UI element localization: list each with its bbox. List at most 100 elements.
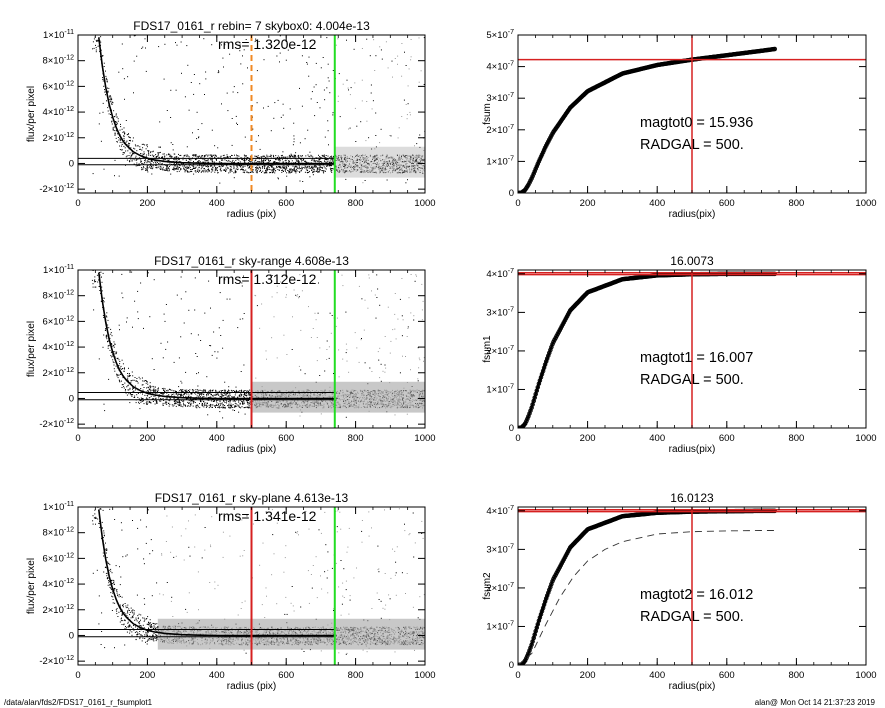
x-axis-label: radius (pix) [227, 681, 276, 692]
x-tick-label: 800 [348, 433, 364, 444]
x-tick-label: 0 [515, 670, 520, 681]
y-axis-label: flux/per pixel [26, 321, 37, 377]
y-axis-label: flux/per pixel [26, 558, 37, 614]
y-tick-label: 0 [509, 423, 514, 434]
x-tick-label: 1000 [855, 433, 876, 444]
radgal-annotation: RADGAL = 500. [640, 609, 744, 625]
y-tick-label: 5×10-7 [486, 29, 514, 41]
chart-title: FDS17_0161_r sky-range 4.608e-13 [154, 254, 349, 268]
x-tick-label: 1000 [855, 198, 876, 209]
y-tick-label: 8×10-12 [42, 55, 74, 67]
footer-file-path: /data/alan/fds2/FDS17_0161_r_fsumplot1 [4, 698, 153, 707]
x-axis-label: radius(pix) [669, 681, 716, 692]
x-tick-label: 600 [278, 198, 294, 209]
growth-dashed-line [518, 530, 776, 665]
y-tick-label: 4×10-12 [42, 106, 74, 118]
y-tick-label: 4×10-12 [42, 578, 74, 590]
y-tick-label: 0 [69, 158, 74, 169]
x-tick-label: 600 [278, 670, 294, 681]
rms-annotation: rms= 1.312e-12 [218, 271, 317, 287]
sky-noise-band [157, 618, 425, 650]
x-tick-label: 0 [75, 433, 80, 444]
x-tick-label: 400 [649, 198, 665, 209]
y-tick-label: 0 [509, 188, 514, 199]
y-tick-label: 6×10-12 [42, 80, 74, 92]
y-tick-label: 1×10-7 [486, 620, 514, 632]
x-tick-label: 800 [788, 433, 804, 444]
y-tick-label: 3×10-7 [486, 543, 514, 555]
x-tick-label: 400 [209, 670, 225, 681]
chart-title: FDS17_0161_r rebin= 7 skybox0: 4.004e-13 [133, 19, 370, 33]
x-tick-label: 600 [719, 670, 735, 681]
x-tick-label: 1000 [855, 670, 876, 681]
y-tick-label: 6×10-12 [42, 315, 74, 327]
y-tick-label: 1×10-11 [43, 29, 74, 41]
y-tick-label: 1×10-7 [486, 383, 514, 395]
x-axis-label: radius (pix) [227, 209, 276, 220]
y-tick-label: 2×10-7 [486, 124, 514, 136]
x-tick-label: 200 [580, 670, 596, 681]
y-tick-label: 1×10-11 [43, 264, 74, 276]
y-tick-label: 4×10-12 [42, 341, 74, 353]
plot-area [78, 507, 425, 665]
rms-annotation: rms= 1.320e-12 [218, 36, 317, 52]
y-axis-label: fsum2 [482, 572, 493, 600]
y-tick-label: 1×10-11 [43, 501, 74, 513]
x-tick-label: 0 [515, 433, 520, 444]
x-tick-label: 200 [580, 198, 596, 209]
magtot-annotation: magtot0 = 15.936 [640, 115, 753, 131]
x-axis-label: radius (pix) [227, 444, 276, 455]
chart-title: 16.0073 [670, 254, 714, 268]
x-tick-label: 1000 [414, 433, 435, 444]
x-axis-label: radius(pix) [669, 209, 716, 220]
y-tick-label: 8×10-12 [42, 527, 74, 539]
y-axis-label: flux/per pixel [26, 86, 37, 142]
radgal-annotation: RADGAL = 500. [640, 137, 744, 153]
panel-growth-3: 0 200 400 600 800 1000 0 1×10-7 2×10-7 3×10-7 4×10… [482, 491, 877, 692]
profile-line [98, 509, 335, 637]
y-tick-label: 3×10-7 [486, 306, 514, 318]
chart-title: 16.0123 [670, 491, 714, 505]
profile-line [98, 37, 335, 165]
y-tick-label: 2×10-12 [42, 367, 74, 379]
plot-area [78, 35, 425, 193]
y-tick-label: 2×10-12 [42, 132, 74, 144]
x-axis-label: radius(pix) [669, 444, 716, 455]
x-tick-label: 400 [649, 670, 665, 681]
y-tick-label: -2×10-12 [39, 418, 74, 430]
x-tick-label: 200 [580, 433, 596, 444]
y-tick-label: 8×10-12 [42, 290, 74, 302]
y-tick-label: 0 [69, 393, 74, 404]
x-tick-label: 1000 [414, 198, 435, 209]
magtot-annotation: magtot1 = 16.007 [640, 350, 753, 366]
y-axis-label: fsum1 [482, 335, 493, 363]
x-tick-label: 600 [719, 198, 735, 209]
magtot-annotation: magtot2 = 16.012 [640, 587, 753, 603]
x-tick-label: 200 [139, 670, 155, 681]
y-tick-label: 4×10-7 [486, 61, 514, 73]
radgal-annotation: RADGAL = 500. [640, 372, 744, 388]
y-tick-label: 4×10-7 [486, 268, 514, 280]
plot-area [78, 270, 425, 428]
panel-profile-3: 0 200 400 600 800 1000-2×10-1202×10-124×10-12… [26, 491, 436, 692]
sky-noise-band [251, 381, 425, 413]
y-tick-label: 4×10-7 [486, 505, 514, 517]
panel-profile-2: 0 200 400 600 800 1000-2×10-1202×10-124×10-12… [26, 254, 436, 455]
y-tick-label: -2×10-12 [39, 183, 74, 195]
x-tick-label: 800 [788, 198, 804, 209]
x-tick-label: 400 [649, 433, 665, 444]
x-tick-label: 800 [348, 198, 364, 209]
plot-area [518, 35, 866, 193]
y-axis-label: fsum [482, 103, 493, 125]
x-tick-label: 800 [788, 670, 804, 681]
y-tick-label: -2×10-12 [39, 655, 74, 667]
x-tick-label: 800 [348, 670, 364, 681]
y-tick-label: 0 [509, 660, 514, 671]
x-tick-label: 1000 [414, 670, 435, 681]
x-tick-label: 400 [209, 433, 225, 444]
profile-line [98, 272, 335, 400]
panel-growth-2: 0 200 400 600 800 1000 0 1×10-7 2×10-7 3×10-7 4×10… [482, 254, 877, 455]
y-tick-label: 2×10-12 [42, 604, 74, 616]
x-tick-label: 0 [515, 198, 520, 209]
